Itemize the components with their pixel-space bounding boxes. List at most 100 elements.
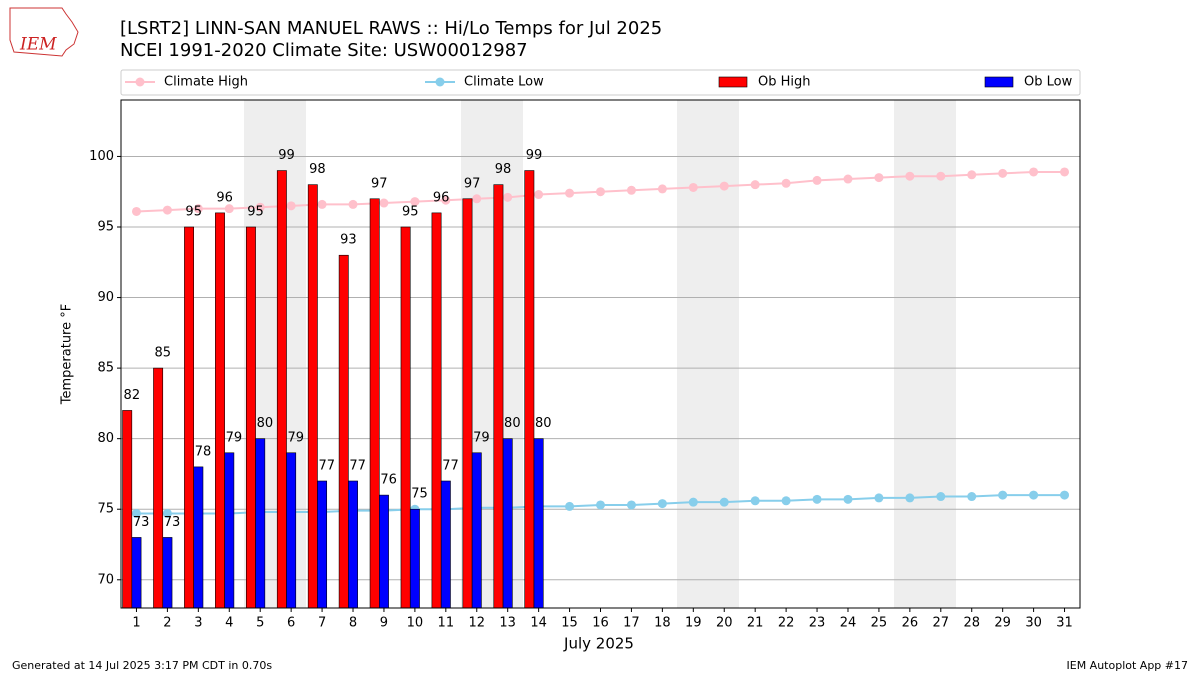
y-tick-label: 75 — [97, 502, 114, 517]
legend-swatch — [984, 76, 1014, 88]
point — [812, 494, 822, 504]
y-tick-label: 80 — [97, 431, 114, 446]
bar — [533, 438, 544, 609]
bar — [162, 537, 173, 609]
point — [317, 199, 327, 209]
x-axis-label: July 2025 — [563, 635, 634, 653]
legend-label: Climate High — [164, 75, 248, 90]
bar — [193, 466, 204, 609]
legend-label: Ob High — [758, 75, 811, 90]
point — [905, 493, 915, 503]
bar — [184, 226, 194, 609]
x-tick-label: 20 — [716, 616, 733, 631]
bar — [131, 537, 142, 609]
point — [224, 204, 234, 214]
data-label: 73 — [133, 515, 150, 530]
bar — [400, 226, 411, 609]
point — [162, 205, 172, 215]
x-tick-label: 31 — [1056, 616, 1073, 631]
point — [688, 182, 698, 192]
data-label: 77 — [349, 459, 366, 474]
point — [719, 497, 729, 507]
point — [657, 499, 667, 509]
bar — [276, 170, 287, 609]
x-tick-label: 26 — [902, 616, 919, 631]
point — [162, 508, 172, 518]
data-label: 79 — [288, 430, 305, 445]
x-tick-label: 17 — [623, 616, 640, 631]
x-tick-label: 25 — [871, 616, 888, 631]
bar — [153, 367, 164, 609]
point — [874, 493, 884, 503]
data-label: 95 — [185, 205, 202, 220]
data-label: 85 — [154, 346, 171, 361]
point — [750, 180, 760, 190]
x-tick-label: 11 — [438, 616, 455, 631]
x-tick-label: 7 — [318, 616, 326, 631]
y-tick-label: 95 — [97, 220, 114, 235]
x-tick-label: 27 — [933, 616, 950, 631]
bar — [224, 452, 235, 609]
x-tick-label: 30 — [1025, 616, 1042, 631]
point — [596, 187, 605, 197]
x-tick-label: 23 — [809, 616, 826, 631]
legend: Climate High Climate Low Ob High Ob Low — [125, 75, 1073, 90]
data-label: 80 — [535, 416, 552, 431]
point — [131, 206, 141, 216]
point — [131, 508, 141, 518]
x-tick-label: 9 — [380, 616, 388, 631]
x-tick-label: 21 — [747, 616, 764, 631]
bar — [524, 170, 535, 609]
x-tick-label: 4 — [225, 616, 233, 631]
plot: 82 85 95 96 95 99 98 93 97 95 96 97 98 99 73 73 78 79 80 79… — [121, 148, 1080, 609]
data-label: 99 — [278, 148, 295, 163]
bar — [245, 226, 256, 609]
bar — [317, 480, 328, 609]
point — [626, 500, 636, 510]
bar — [440, 480, 451, 609]
x-tick-label: 6 — [287, 616, 295, 631]
x-tick-label: 5 — [256, 616, 264, 631]
logo: IEM — [9, 7, 79, 57]
data-label: 77 — [442, 459, 459, 474]
y-axis-label: Temperature °F — [60, 304, 75, 405]
data-label: 82 — [124, 388, 141, 403]
x-tick-label: 16 — [592, 616, 609, 631]
point — [286, 201, 296, 211]
bar — [286, 452, 297, 609]
point — [936, 492, 946, 502]
x-tick-label: 22 — [778, 616, 795, 631]
point — [781, 178, 791, 188]
bar — [369, 198, 380, 609]
data-label: 78 — [195, 444, 212, 459]
point — [905, 171, 915, 181]
data-label: 75 — [411, 487, 428, 502]
bar — [471, 452, 482, 609]
y-tick-label: 100 — [89, 149, 114, 164]
point — [967, 492, 977, 502]
x-tick-label: 2 — [163, 616, 171, 631]
point — [998, 168, 1008, 178]
x-tick-label: 28 — [963, 616, 980, 631]
point — [1060, 490, 1070, 500]
x-tick-label: 13 — [499, 616, 516, 631]
bar — [338, 254, 349, 609]
point — [657, 184, 667, 194]
data-label: 73 — [164, 515, 181, 530]
x-tick-label: 24 — [840, 616, 857, 631]
legend-marker — [135, 77, 145, 87]
point — [379, 198, 389, 208]
chart-title: [LSRT2] LINN-SAN MANUEL RAWS :: Hi/Lo Te… — [120, 18, 662, 39]
bar — [462, 198, 473, 609]
bar — [255, 438, 266, 609]
data-label: 99 — [526, 148, 543, 163]
point — [565, 188, 575, 198]
bar — [502, 438, 513, 609]
data-label: 76 — [380, 473, 397, 488]
y-tick-label: 70 — [97, 572, 114, 587]
y-tick-label: 85 — [97, 361, 114, 376]
x-tick-label: 19 — [685, 616, 702, 631]
legend-marker — [435, 77, 445, 87]
